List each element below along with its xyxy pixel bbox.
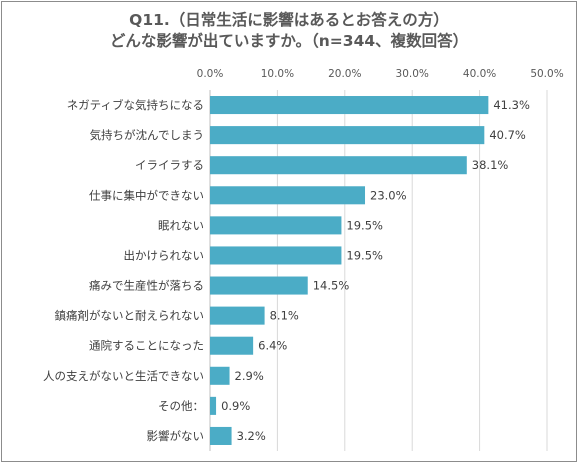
bar — [210, 396, 217, 415]
chart-subtitle: どんな影響が出ていますか。（n=344、複数回答） — [109, 32, 469, 50]
category-label: 通院することになった — [89, 339, 204, 353]
bar — [210, 426, 232, 445]
category-label: 気持ちが沈んでしまう — [90, 128, 204, 142]
data-label: 8.1% — [270, 309, 299, 323]
bar — [210, 156, 467, 175]
data-label: 0.9% — [221, 399, 250, 413]
category-label: 痛みで生産性が落ちる — [89, 279, 204, 293]
category-label: ネガティブな気持ちになる — [67, 98, 204, 112]
data-label: 14.5% — [313, 279, 350, 293]
category-label: 影響がない — [147, 429, 205, 443]
data-label: 41.3% — [493, 98, 530, 112]
data-label: 19.5% — [346, 248, 383, 262]
bar-chart: 0.0% 10.0% 20.0% 30.0% 40.0% 50.0% ネガティブな気持ちにな… — [43, 68, 564, 451]
data-label: 3.2% — [237, 429, 266, 443]
category-label: 人の支えがないと生活できない — [43, 369, 204, 383]
x-tick-label: 0.0% — [197, 68, 224, 80]
bar — [210, 216, 342, 235]
chart-title: Q11.（日常生活に影響はあるとお答えの方） — [129, 11, 449, 29]
data-label: 6.4% — [258, 339, 287, 353]
bar — [210, 366, 230, 385]
data-label: 40.7% — [489, 128, 526, 142]
data-label: 23.0% — [370, 188, 407, 202]
category-label: その他： — [158, 399, 204, 413]
category-label: イライラする — [135, 158, 204, 172]
bar — [210, 186, 366, 205]
bar — [210, 126, 485, 145]
x-tick-label: 20.0% — [328, 68, 361, 80]
bar — [210, 276, 308, 295]
bar — [210, 246, 342, 265]
category-label: 仕事に集中ができない — [89, 188, 204, 202]
bar — [210, 336, 254, 355]
x-tick-label: 40.0% — [463, 68, 496, 80]
x-tick-label: 30.0% — [396, 68, 429, 80]
category-label: 鎮痛剤がないと耐えられない — [55, 309, 205, 323]
data-label: 19.5% — [346, 218, 383, 232]
category-label: 眠れない — [158, 218, 204, 232]
data-label: 2.9% — [235, 369, 264, 383]
bar — [210, 96, 489, 115]
category-label: 出かけられない — [124, 248, 205, 262]
x-tick-label: 50.0% — [530, 68, 563, 80]
bar — [210, 306, 265, 325]
data-label: 38.1% — [472, 158, 509, 172]
x-tick-label: 10.0% — [261, 68, 294, 80]
